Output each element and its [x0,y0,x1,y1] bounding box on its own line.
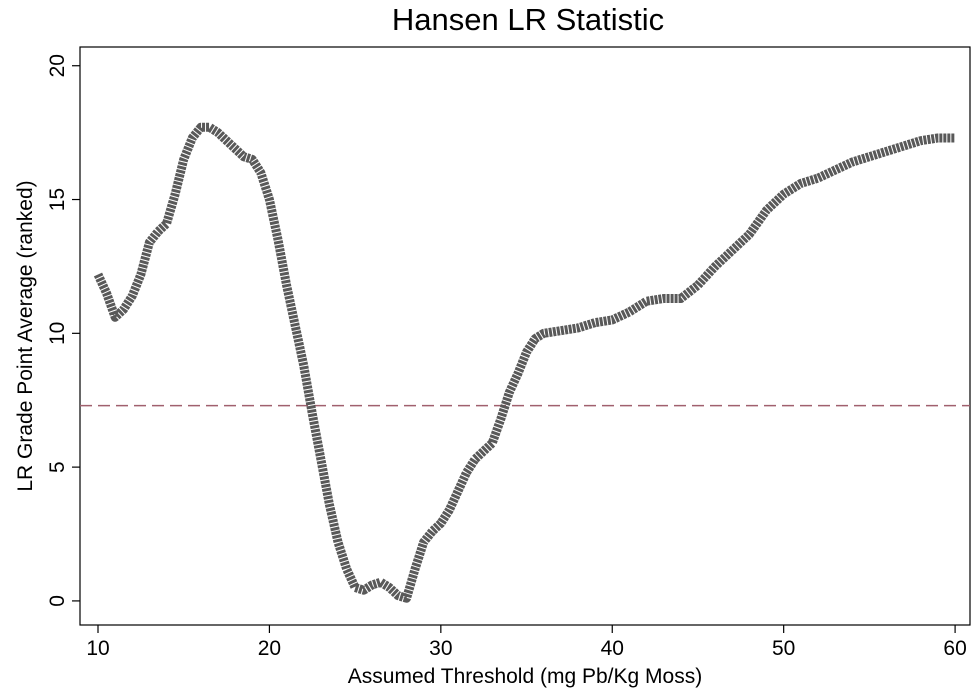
y-tick-label: 15 [46,188,69,211]
x-tick-label: 40 [601,637,624,660]
y-tick-label: 5 [46,461,69,473]
y-tick-label: 0 [46,595,69,607]
y-axis-label: LR Grade Point Average (ranked) [14,180,37,491]
x-tick-label: 60 [943,637,966,660]
y-tick-label: 20 [46,54,69,77]
x-tick-label: 50 [772,637,795,660]
x-axis-label: Assumed Threshold (mg Pb/Kg Moss) [348,665,702,688]
x-tick-label: 20 [258,637,281,660]
data-line [93,122,956,603]
y-tick-label: 10 [46,322,69,345]
x-tick-label: 30 [429,637,452,660]
plot-frame [79,46,971,626]
chart-title: Hansen LR Statistic [392,2,664,37]
x-tick-label: 10 [86,637,109,660]
